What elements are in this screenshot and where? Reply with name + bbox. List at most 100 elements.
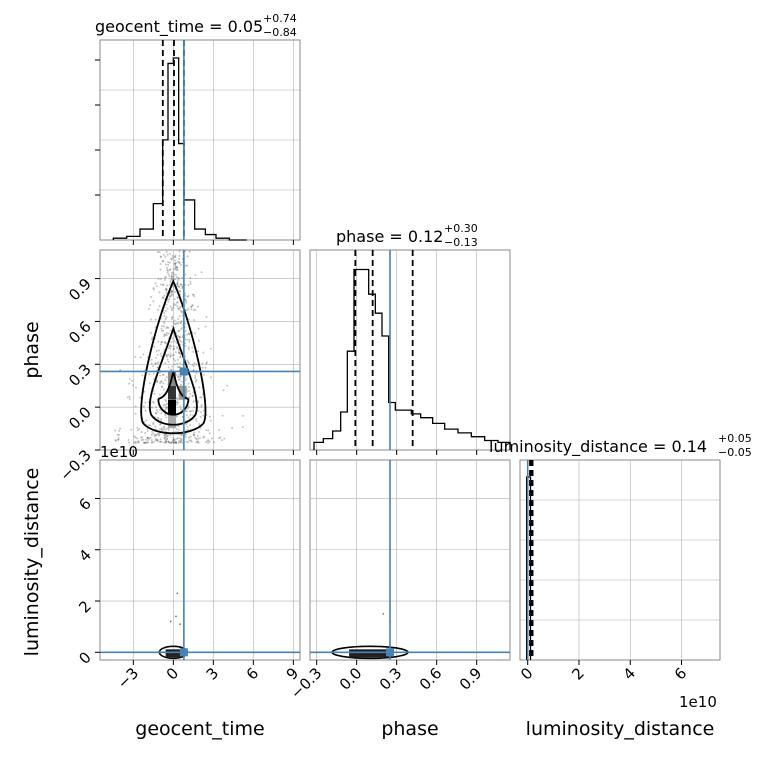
scatter-point [158,393,161,396]
ylabel-phase: phase [21,321,43,378]
panel-phase-vs-geocent [99,249,301,451]
scatter-point [186,255,189,258]
scatter-point [174,322,177,325]
scatter-point [193,332,196,335]
scatter-point [166,437,169,440]
scatter-point [159,423,162,426]
scatter-point [177,350,180,353]
scatter-point [164,398,167,401]
scatter-point [159,381,162,384]
scatter-point [186,429,189,432]
scatter-point [173,268,176,271]
scatter-point [176,266,179,269]
scatter-point [180,305,183,308]
xlabel-geocent: geocent_time [135,718,264,740]
scatter-point [185,414,188,417]
scatter-point [196,305,199,308]
scatter-point [176,397,179,400]
scatter-point [165,331,168,334]
scatter-point [155,428,158,431]
scatter-point [171,354,174,357]
scatter-point [173,340,176,343]
scatter-point [180,310,183,313]
scatter-point [150,318,153,321]
scatter-point [177,441,180,444]
scatter-point [196,434,199,437]
scatter-point [179,355,182,358]
scatter-point [162,373,165,376]
scatter-point [149,304,152,307]
scatter-point [162,425,165,428]
truth-marker [179,648,188,657]
scatter-point [131,379,134,382]
scatter-point [172,306,175,309]
truth-marker [386,648,394,657]
scatter-point [172,275,175,278]
scatter-point [203,409,206,412]
scatter-point [148,437,151,440]
scatter-point [166,405,169,408]
scatter-point [171,440,174,443]
scatter-point [192,365,195,368]
scatter-point [151,400,154,403]
scatter-point [138,428,141,431]
scatter-point [202,373,205,376]
scatter-point [205,316,208,319]
scatter-point [164,435,167,438]
scatter-point [154,362,157,365]
scatter-point [128,397,131,400]
truth-marker [179,367,188,376]
scatter-point [165,439,168,442]
scatter-point [170,290,173,293]
scatter-point [157,349,160,352]
scatter-point [177,376,180,379]
scatter-point [221,414,224,417]
scatter-point [165,303,168,306]
scatter-point [164,263,167,266]
scatter-point [165,400,168,403]
scatter-point [177,307,180,310]
offset-text-x: 1e10 [679,693,717,711]
scatter-point [165,334,168,337]
scatter-point [165,416,168,419]
scatter-point [173,263,176,266]
scatter-point [175,441,178,444]
x-tick-label: 0.9 [456,664,486,694]
scatter-point [150,438,153,441]
scatter-point [188,436,191,439]
contour-middle [148,325,198,426]
scatter-point [163,314,166,317]
scatter-point [173,323,176,326]
scatter-point [231,426,234,429]
scatter-point [114,438,117,441]
scatter-point [172,439,175,442]
scatter-point [163,441,166,444]
scatter-point [176,401,179,404]
x-tick-label: 0 [163,664,182,683]
scatter-point [159,438,162,441]
scatter-point [180,320,183,323]
scatter-point [176,301,179,304]
scatter-point [170,441,173,444]
scatter-point [172,357,175,360]
scatter-point [178,338,181,341]
scatter-point [180,263,183,266]
scatter-point [172,439,175,442]
scatter-point [159,440,162,443]
scatter-point [194,436,197,439]
scatter-point [171,337,174,340]
scatter-point [191,395,194,398]
scatter-point [186,359,189,362]
scatter-point [223,437,226,440]
scatter-point [194,380,197,383]
scatter-point [155,412,158,415]
scatter-point [207,439,210,442]
scatter-point [176,296,179,299]
scatter-point [188,333,191,336]
scatter-point [165,402,168,405]
x-tick-label: −3 [114,664,142,692]
x-tick-label: 0.6 [416,664,446,694]
scatter-point [199,411,202,414]
scatter-point [193,362,196,365]
scatter-point [165,250,168,253]
